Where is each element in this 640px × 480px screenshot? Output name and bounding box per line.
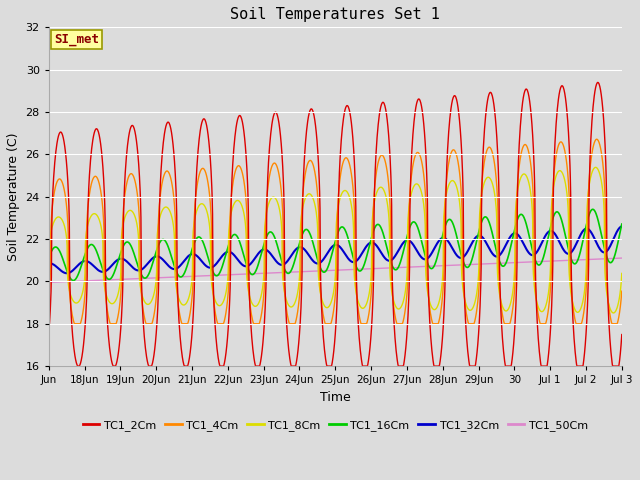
Text: SI_met: SI_met: [54, 33, 99, 46]
Title: Soil Temperatures Set 1: Soil Temperatures Set 1: [230, 7, 440, 22]
Y-axis label: Soil Temperature (C): Soil Temperature (C): [7, 132, 20, 261]
X-axis label: Time: Time: [320, 391, 351, 404]
Legend: TC1_2Cm, TC1_4Cm, TC1_8Cm, TC1_16Cm, TC1_32Cm, TC1_50Cm: TC1_2Cm, TC1_4Cm, TC1_8Cm, TC1_16Cm, TC1…: [78, 416, 593, 435]
